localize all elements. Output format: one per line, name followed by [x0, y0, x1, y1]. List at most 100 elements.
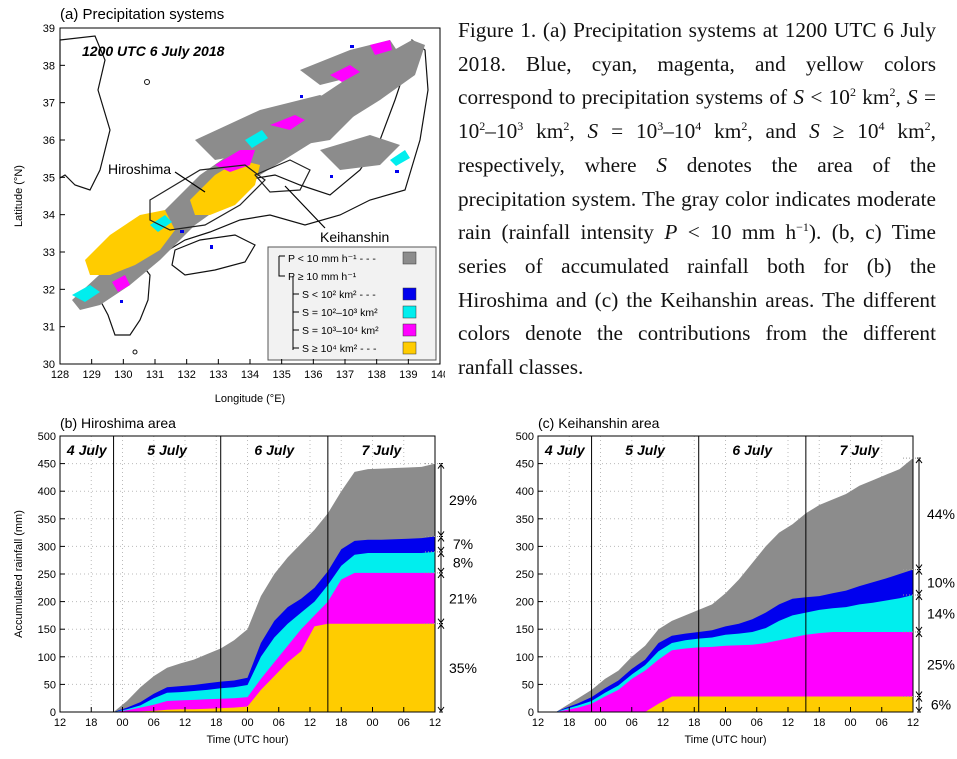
y-tick-label: 100	[516, 652, 534, 664]
map-xtick-label: 132	[177, 369, 195, 381]
y-tick-label: 450	[38, 459, 56, 471]
share-label: 44%	[927, 506, 955, 522]
x-axis-label: Time (UTC hour)	[684, 734, 766, 746]
day-label: 6 July	[254, 442, 295, 458]
share-label: 35%	[449, 660, 477, 676]
caption-text: –10	[485, 119, 518, 144]
x-tick-label: 18	[335, 717, 347, 729]
x-tick-label: 06	[876, 717, 888, 729]
x-tick-label: 00	[594, 717, 606, 729]
area-series	[555, 632, 913, 712]
map-ytick-label: 32	[43, 284, 55, 296]
caption-text: ,	[895, 85, 908, 110]
x-tick-label: 00	[719, 717, 731, 729]
share-label: 10%	[927, 574, 955, 590]
map-legend: P < 10 mm h⁻¹ - - - P ≥ 10 mm h⁻¹ S < 10² …	[267, 246, 437, 361]
y-tick-label: 500	[38, 431, 56, 443]
x-tick-label: 12	[907, 717, 919, 729]
caption-text: < 10 mm h	[677, 220, 797, 245]
map-xtick-label: 140	[431, 369, 445, 381]
chart-title: (b) Hiroshima area	[60, 415, 176, 431]
caption-exponent: 2	[741, 119, 748, 134]
map-xtick-label: 129	[82, 369, 100, 381]
caption-text: , and	[747, 119, 810, 144]
map-title: (a) Precipitation systems	[60, 6, 224, 23]
caption-exponent: 3	[517, 119, 524, 134]
caption-text: ). (b, c) Time series of accumulated rai…	[458, 220, 936, 380]
y-tick-label: 200	[516, 597, 534, 609]
legend-item-label: S = 10³–10⁴ km²	[302, 325, 379, 337]
map-axes: 128 129 130 131 132 133 134 135 136 137 138 139 140 3…	[43, 23, 449, 381]
share-arrowhead	[915, 696, 923, 702]
x-tick-label: 06	[398, 717, 410, 729]
caption-text: Figure 1. (a) Precipitation systems at 1…	[458, 18, 936, 110]
x-tick-label: 12	[304, 717, 316, 729]
precip-system-medium-large	[112, 40, 392, 292]
map-xtick-label: 130	[114, 369, 132, 381]
share-arrowhead	[915, 691, 923, 697]
caption-text: km	[523, 119, 564, 144]
share-arrowhead	[915, 569, 923, 575]
x-tick-label: 12	[532, 717, 544, 729]
precipitation-map-panel: (a) Precipitation systems	[0, 0, 449, 410]
share-label: 29%	[449, 492, 477, 508]
x-tick-label: 18	[688, 717, 700, 729]
y-tick-label: 150	[38, 624, 56, 636]
coastline-island	[132, 349, 138, 355]
y-tick-label: 400	[38, 486, 56, 498]
share-arrowhead	[915, 632, 923, 638]
coastline-korea	[59, 35, 111, 191]
map-xtick-label: 133	[209, 369, 227, 381]
legend-swatch	[402, 323, 417, 337]
map-xtick-label: 138	[367, 369, 385, 381]
caption-exponent: 2	[849, 85, 856, 100]
share-label: 25%	[927, 656, 955, 672]
caption-symbol: S	[656, 152, 667, 177]
caption-text: denotes the area of the precipitation sy…	[458, 152, 936, 245]
keihanshin-pointer	[284, 185, 326, 229]
caption-text: km	[855, 85, 890, 110]
legend-item-label: P < 10 mm h⁻¹ - - -	[288, 253, 376, 265]
map-xtick-label: 136	[304, 369, 322, 381]
caption-symbol: S	[907, 85, 918, 110]
y-tick-label: 200	[38, 597, 56, 609]
x-tick-label: 06	[751, 717, 763, 729]
y-tick-label: 450	[516, 459, 534, 471]
chart-title: (c) Keihanshin area	[538, 415, 660, 431]
share-arrowhead	[915, 626, 923, 632]
caption-text: ,	[569, 119, 588, 144]
keihanshin-rainfall-chart: (c) Keihanshin area 4 July 5 July 6 July 7 J…	[478, 410, 957, 754]
precipitation-map: (a) Precipitation systems	[13, 6, 449, 405]
map-ytick-label: 31	[43, 322, 55, 334]
legend-swatch	[402, 305, 417, 319]
x-tick-label: 06	[626, 717, 638, 729]
caption-text: ≥ 10	[819, 119, 879, 144]
share-label: 14%	[927, 605, 955, 621]
y-tick-label: 400	[516, 486, 534, 498]
share-arrowhead	[915, 589, 923, 595]
share-arrowhead	[437, 552, 445, 558]
map-xtick-label: 131	[146, 369, 164, 381]
share-arrowhead	[437, 706, 445, 712]
x-tick-label: 18	[563, 717, 575, 729]
y-tick-label: 0	[50, 707, 56, 719]
day-label: 6 July	[732, 442, 773, 458]
day-label: 4 July	[544, 442, 586, 458]
share-arrowhead	[437, 573, 445, 579]
x-tick-label: 12	[657, 717, 669, 729]
y-axis-label: Accumulated rainfall (mm)	[13, 510, 25, 638]
x-tick-label: 18	[85, 717, 97, 729]
x-tick-label: 06	[148, 717, 160, 729]
caption-exponent: 4	[695, 119, 702, 134]
caption-exponent: 2	[563, 119, 570, 134]
x-tick-label: 18	[210, 717, 222, 729]
x-tick-label: 12	[54, 717, 66, 729]
coastline-island	[144, 79, 150, 85]
day-label: 5 July	[147, 442, 188, 458]
caption-exponent: −1	[796, 220, 809, 235]
y-tick-label: 250	[516, 569, 534, 581]
share-arrowhead	[915, 458, 923, 464]
caption-text: = 10	[598, 119, 658, 144]
y-tick-label: 350	[516, 514, 534, 526]
y-tick-label: 250	[38, 569, 56, 581]
